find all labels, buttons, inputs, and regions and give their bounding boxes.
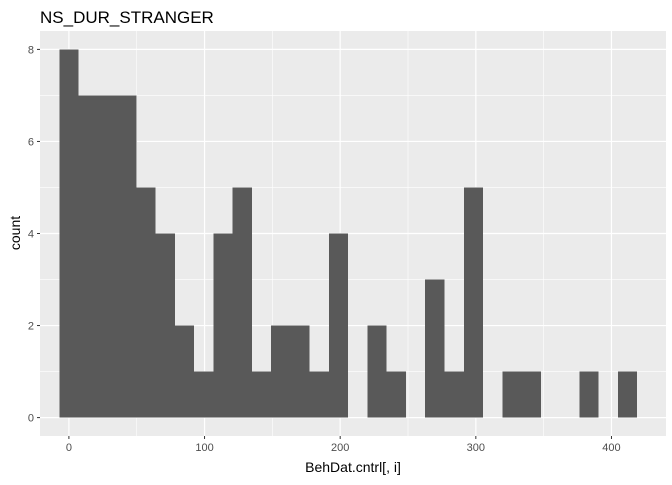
histogram-bar-1 (78, 95, 98, 418)
bars (59, 49, 638, 418)
histogram-bar-17 (386, 371, 406, 418)
y-tick-label: 0 (28, 413, 34, 425)
histogram-bar-24 (521, 371, 541, 418)
histogram-bar-27 (579, 371, 599, 418)
x-tick-label: 100 (195, 442, 213, 454)
histogram-bar-13 (309, 371, 329, 418)
x-tick-label: 0 (66, 442, 72, 454)
histogram-bar-10 (251, 371, 272, 418)
histogram-bar-5 (155, 233, 175, 418)
histogram-bar-3 (117, 95, 137, 418)
histogram-bar-9 (232, 187, 252, 418)
y-axis: 0 2 4 6 8 (28, 44, 40, 425)
histogram-bar-16 (367, 325, 387, 418)
histogram-bar-29 (617, 371, 638, 418)
x-tick-label: 300 (467, 442, 485, 454)
histogram-bar-20 (444, 371, 464, 418)
histogram-bar-12 (290, 325, 310, 418)
histogram-bar-23 (502, 371, 522, 418)
x-tick-label: 200 (331, 442, 349, 454)
histogram-bar-14 (328, 233, 349, 418)
histogram-bar-19 (425, 279, 445, 418)
x-tick-label: 400 (602, 442, 620, 454)
y-tick-label: 4 (28, 229, 34, 241)
x-axis-label: BehDat.cntrl[, i] (305, 459, 401, 475)
histogram-bar-2 (97, 95, 118, 418)
chart-title: NS_DUR_STRANGER (40, 8, 214, 27)
histogram-bar-11 (271, 325, 291, 418)
y-tick-label: 8 (28, 44, 34, 56)
x-axis: 0 100 200 300 400 (66, 436, 621, 454)
histogram-bar-8 (213, 233, 233, 418)
y-tick-label: 6 (28, 136, 34, 148)
histogram-bar-7 (194, 371, 214, 418)
y-axis-label: count (7, 216, 23, 250)
y-tick-label: 2 (28, 321, 34, 333)
histogram-bar-0 (59, 49, 79, 418)
histogram-bar-4 (136, 187, 156, 418)
histogram-bar-21 (463, 187, 484, 418)
histogram-bar-6 (174, 325, 195, 418)
